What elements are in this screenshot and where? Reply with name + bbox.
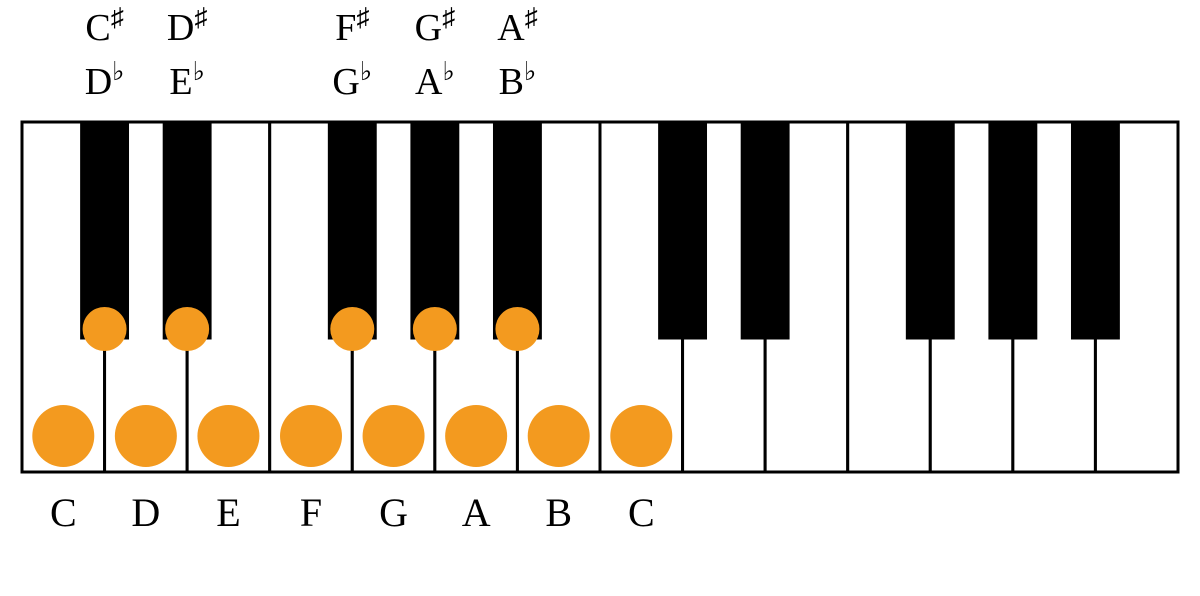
black-key-marker [495, 307, 539, 351]
white-key-label: G [379, 490, 408, 535]
black-key-marker [83, 307, 127, 351]
black-key-marker [330, 307, 374, 351]
flat-accidental: ♭ [442, 57, 454, 86]
flat-accidental: ♭ [193, 57, 205, 86]
white-key-marker [528, 405, 590, 467]
white-key-marker [610, 405, 672, 467]
white-key-marker [445, 405, 507, 467]
black-key-marker [165, 307, 209, 351]
piano-keyboard [22, 122, 1178, 472]
white-key-marker [115, 405, 177, 467]
black-key [1071, 122, 1119, 339]
flat-accidental: ♭ [524, 57, 536, 86]
black-key [493, 122, 541, 339]
black-key-marker [413, 307, 457, 351]
black-key [906, 122, 954, 339]
sharp-accidental: ♯ [442, 3, 455, 32]
white-key-marker [32, 405, 94, 467]
black-key [741, 122, 789, 339]
black-key [411, 122, 459, 339]
white-key-label: E [216, 490, 240, 535]
black-key [659, 122, 707, 339]
black-key [81, 122, 129, 339]
white-key-label: F [300, 490, 322, 535]
white-key-label: C [628, 490, 655, 535]
sharp-accidental: ♯ [525, 3, 538, 32]
white-key-marker [280, 405, 342, 467]
black-key [328, 122, 376, 339]
sharp-accidental: ♯ [356, 3, 369, 32]
flat-accidental: ♭ [112, 57, 124, 86]
white-key-marker [363, 405, 425, 467]
black-key [163, 122, 211, 339]
black-key [989, 122, 1037, 339]
sharp-accidental: ♯ [111, 3, 124, 32]
white-key-marker [197, 405, 259, 467]
white-key-label: B [545, 490, 572, 535]
white-key-label: C [50, 490, 77, 535]
white-key-label: A [462, 490, 491, 535]
sharp-accidental: ♯ [194, 3, 207, 32]
flat-accidental: ♭ [360, 57, 372, 86]
white-key-label: D [131, 490, 160, 535]
